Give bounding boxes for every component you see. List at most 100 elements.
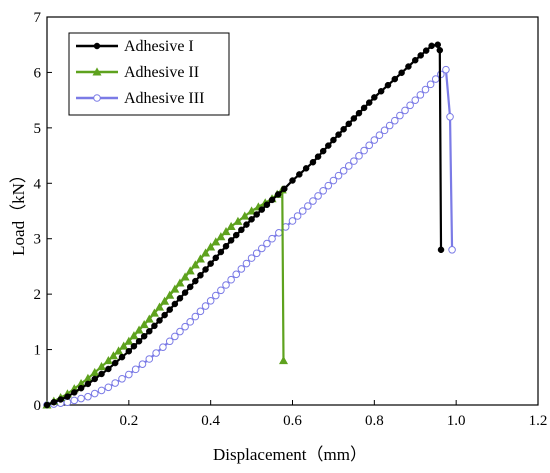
data-point [51, 399, 57, 405]
data-point [202, 303, 209, 310]
y-tick-label: 1 [34, 343, 42, 359]
legend-label: Adhesive I [124, 38, 194, 55]
data-point [336, 132, 342, 138]
y-tick-label: 7 [34, 10, 42, 26]
data-point [223, 243, 229, 249]
data-point [162, 312, 168, 318]
data-point [218, 287, 225, 294]
data-point [58, 396, 64, 402]
x-tick-label: 0.4 [201, 413, 220, 429]
data-point [418, 52, 424, 58]
data-point [167, 307, 173, 313]
data-point [429, 43, 435, 49]
data-point [99, 371, 105, 377]
data-point [423, 48, 429, 54]
data-point [437, 47, 443, 53]
data-point [177, 295, 183, 301]
data-point [299, 208, 306, 215]
data-point [315, 154, 321, 160]
x-axis-label: Displacement（mm） [213, 445, 367, 464]
data-point [371, 94, 377, 100]
data-point [238, 227, 244, 233]
data-point [289, 218, 296, 225]
data-point [160, 344, 167, 351]
data-point [391, 117, 398, 124]
data-point [378, 88, 384, 94]
data-point [228, 276, 235, 283]
legend: Adhesive IAdhesive IIAdhesive III [69, 33, 229, 115]
data-point [264, 202, 270, 208]
data-point [392, 76, 398, 82]
x-tick-label: 0.8 [365, 413, 384, 429]
x-tick-label: 0.6 [283, 413, 302, 429]
data-point [361, 105, 367, 111]
data-point [346, 121, 352, 127]
legend-swatch-marker [94, 95, 101, 102]
data-point [269, 235, 276, 242]
data-point [91, 390, 98, 397]
y-tick-label: 4 [34, 176, 42, 192]
data-point [131, 343, 137, 349]
data-point [294, 213, 301, 220]
data-point [356, 110, 362, 116]
data-point [279, 357, 287, 364]
data-point [243, 222, 249, 228]
data-point [151, 323, 157, 329]
data-point [126, 348, 132, 354]
data-point [249, 216, 255, 222]
data-point [98, 387, 105, 394]
data-point [254, 211, 260, 217]
data-point [399, 70, 405, 76]
data-point [112, 380, 119, 387]
data-point [361, 147, 368, 154]
data-point [310, 159, 316, 165]
data-point [146, 328, 152, 334]
data-point [207, 297, 214, 304]
data-point [320, 148, 326, 154]
data-point [269, 197, 275, 203]
data-point [417, 92, 424, 99]
data-point [208, 261, 214, 267]
data-point [141, 333, 147, 339]
data-point [192, 278, 198, 284]
data-point [71, 389, 77, 395]
x-tick-label: 1.2 [529, 413, 548, 429]
data-point [325, 143, 331, 149]
data-point [397, 112, 404, 119]
data-point [330, 137, 336, 143]
data-point [112, 360, 118, 366]
data-point [44, 402, 50, 408]
legend-label: Adhesive III [124, 90, 204, 107]
data-point [407, 102, 414, 109]
data-point [228, 237, 234, 243]
data-point [281, 186, 287, 192]
data-point [341, 126, 347, 132]
data-point [310, 198, 317, 205]
data-point [238, 266, 245, 273]
data-point [197, 308, 204, 315]
data-point [197, 272, 203, 278]
data-point [438, 247, 444, 253]
data-point [290, 178, 296, 184]
data-point [402, 107, 409, 114]
data-point [233, 232, 239, 238]
data-point [146, 356, 153, 363]
data-point [366, 142, 373, 149]
data-point [303, 165, 309, 171]
data-point [85, 381, 91, 387]
data-point [64, 394, 70, 400]
data-point [427, 81, 434, 88]
data-point [105, 366, 111, 372]
y-axis-label: Load（kN） [9, 166, 28, 256]
data-point [139, 361, 146, 368]
data-point [153, 350, 160, 357]
data-point [78, 395, 85, 402]
data-point [351, 115, 357, 121]
data-point [203, 266, 209, 272]
data-point [157, 317, 163, 323]
data-point [187, 284, 193, 290]
data-point [85, 393, 92, 400]
data-point [243, 260, 250, 267]
data-point [119, 354, 125, 360]
y-tick-label: 2 [34, 287, 42, 303]
